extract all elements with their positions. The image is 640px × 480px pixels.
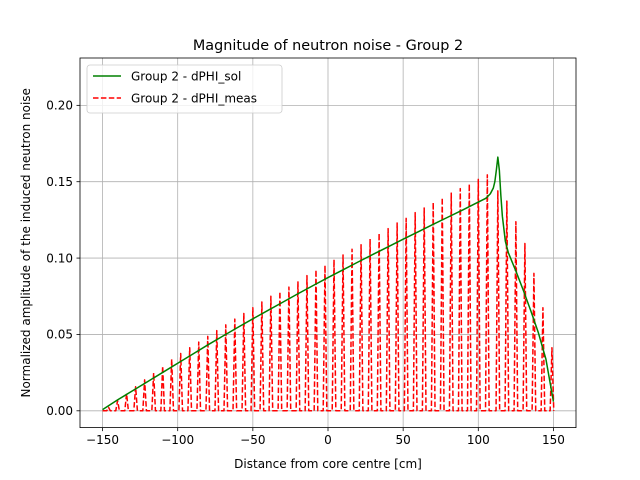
y-tick-label: 0.15 [46, 175, 73, 189]
x-tick-label: 150 [542, 433, 565, 447]
series-line-dphi-meas [102, 174, 555, 412]
series-layer [102, 156, 555, 412]
y-tick-label: 0.05 [46, 328, 73, 342]
legend-box [86, 64, 283, 114]
x-axis-label: Distance from core centre [cm] [234, 457, 422, 471]
x-tick-label: −150 [86, 433, 119, 447]
x-tick-label: 0 [324, 433, 332, 447]
legend-label-dphi-sol: Group 2 - dPHI_sol [131, 70, 241, 84]
x-tick-label: −100 [161, 433, 194, 447]
x-tick-label: 100 [467, 433, 490, 447]
x-axis-ticks: −150 −100 −50 0 50 100 150 [86, 427, 565, 447]
x-tick-label: 50 [396, 433, 411, 447]
y-tick-label: 0.10 [46, 251, 73, 265]
y-axis-label: Normalized amplitude of the induced neut… [19, 88, 33, 397]
legend-label-dphi-meas: Group 2 - dPHI_meas [131, 92, 257, 106]
x-grid [102, 58, 554, 428]
y-axis-ticks: 0.00 0.05 0.10 0.15 0.20 [46, 99, 80, 418]
chart-title: Magnitude of neutron noise - Group 2 [193, 38, 463, 54]
legend: Group 2 - dPHI_sol Group 2 - dPHI_meas [86, 64, 283, 114]
y-tick-label: 0.00 [46, 404, 73, 418]
series-line-dphi-sol [102, 156, 555, 411]
x-tick-label: −50 [240, 433, 265, 447]
y-tick-label: 0.20 [46, 99, 73, 113]
